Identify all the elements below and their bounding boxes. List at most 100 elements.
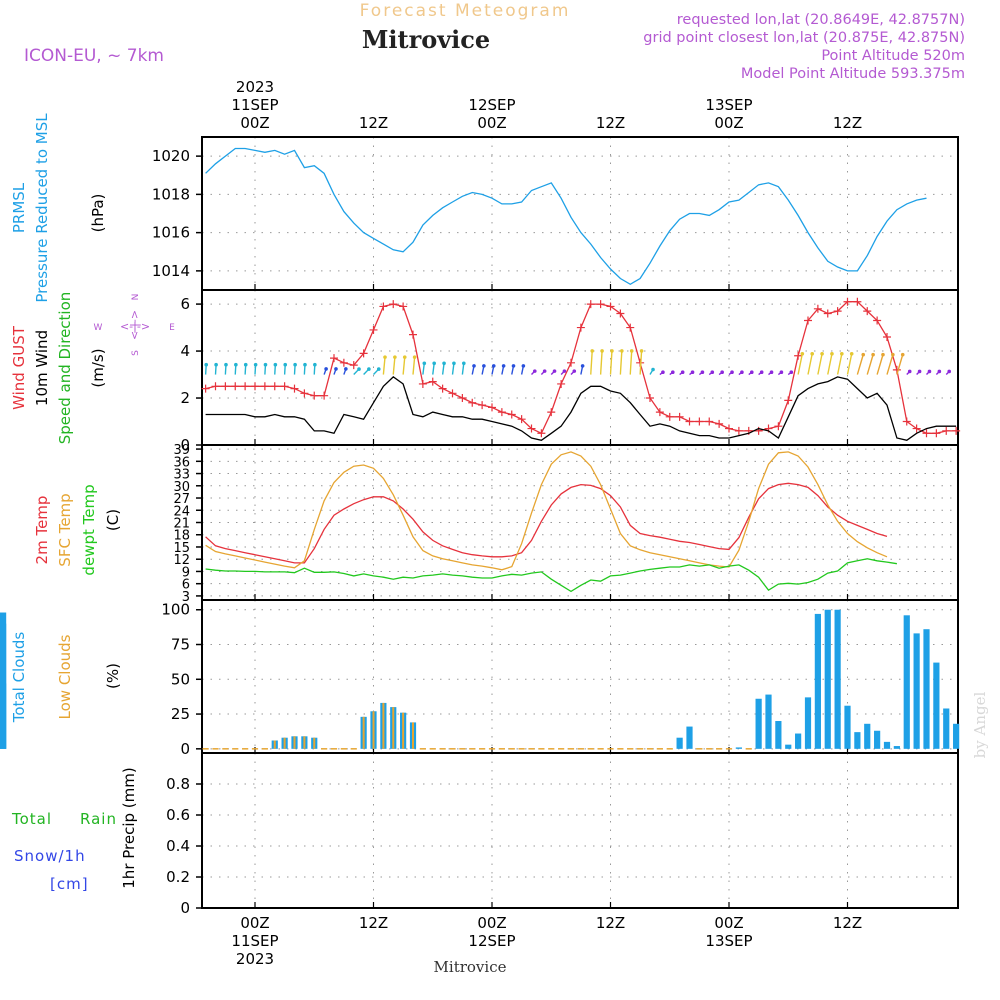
wind-arrow-head [900,352,905,357]
time-label: 12Z [833,914,862,932]
gust-marker [794,351,803,360]
time-label: 00Z [477,114,506,132]
y-tick-label: 21 [173,517,190,532]
gust-marker [428,377,437,386]
wind-direction-arrow [856,354,864,375]
wind-arrow-head [891,352,895,357]
gust-marker [715,419,724,428]
gust-marker [418,379,427,388]
wind-arrow-head [511,364,516,368]
gust-marker [468,398,477,407]
wind-arrow-head [789,370,794,375]
cloud-bar-total [893,746,900,749]
wind-direction-arrow [402,357,406,375]
y-tick-label: 9 [182,565,190,580]
gust-marker [734,426,743,435]
wind-arrow-head [383,355,387,359]
wind-label-gust: Wind GUST [10,325,28,410]
wind-direction-arrow [886,354,894,375]
point-altitude: Point Altitude 520m [821,48,965,64]
wind-arrow-head [542,369,547,373]
wind-arrow-head [680,370,685,375]
gust-marker [251,382,259,391]
wind-direction-arrow [392,357,396,375]
y-tick-label: 75 [171,636,190,654]
gust-marker [270,382,279,391]
wind-arrow-head [871,352,875,357]
gust-marker [409,330,417,339]
cloud-bar-low [412,722,414,749]
gust-marker [912,424,921,433]
gust-marker [231,382,240,391]
series-wind-gust [205,301,957,435]
cloud-bar-low [372,711,375,749]
y-tick-label: 33 [173,468,190,483]
gust-marker [330,354,338,363]
gust-marker [804,316,812,325]
wind-arrow-head [639,349,644,353]
y-tick-label: 6 [180,295,190,313]
gust-marker [547,408,556,417]
series-dewpt-temp [205,558,898,593]
y-tick-label: 15 [173,541,190,556]
panel-frame [201,752,959,909]
cloud-bar-total [953,723,960,749]
cloud-bar-low [382,702,385,749]
gust-marker [606,302,615,311]
gust-marker [784,396,793,405]
wind-arrow-head [462,361,466,366]
wind-arrow-head [861,352,866,357]
cloud-bar-total [686,726,693,749]
wind-arrow-head [367,367,371,371]
gust-marker [685,417,694,426]
requested-coords: requested lon,lat (20.8649E, 42.8757N) [677,12,965,28]
compass-rose: N W E S <-|-> <-|-> [94,294,176,356]
cloud-bar-total [864,723,871,749]
cloud-bar-low [392,707,395,749]
wind-arrow-head [730,370,734,375]
y-tick-label: 0 [180,740,190,758]
gust-marker [932,429,941,438]
cloud-bar-total [834,609,841,749]
wind-arrow-head [313,362,317,367]
y-tick-label: 6 [182,578,190,593]
compass-south: S [131,350,141,356]
temperature-panel: 2m Temp SFC Temp dewpt Temp (C) 36912151… [33,443,959,605]
cloud-bar-low [362,716,365,749]
precip-label-units: 1hr Precip (mm) [120,767,138,888]
wind-arrow-head [600,349,604,353]
gust-marker [507,410,516,419]
wind-arrow-head [907,369,912,374]
wind-arrow-head [491,364,496,368]
wind-arrow-head [810,351,814,356]
compass-arrow: <-|-> [120,320,150,333]
y-tick-label: 30 [173,480,190,495]
gust-marker [537,429,546,438]
wind-arrow-head [759,370,764,375]
time-label: 12Z [596,114,625,132]
wind-arrow-head [572,369,577,373]
cloud-bar-low [402,712,405,749]
wind-direction-arrow [817,353,823,375]
gust-marker [389,300,398,309]
cloud-bar-total [0,683,7,749]
wind-arrow-head [769,370,774,375]
wind-direction-arrow [629,350,633,375]
y-tick-label: 0 [180,899,190,917]
cloud-bar-low [293,736,296,749]
clouds-label-low: Low Clouds [56,634,74,719]
wind-arrow-head [432,361,436,366]
gust-marker [478,401,487,410]
gust-marker [399,302,408,311]
y-tick-label: 4 [180,342,190,360]
wind-arrow-head [580,364,585,368]
cloud-bar-total [903,615,910,749]
wind-arrow-head [830,351,834,356]
time-label: 12SEP [468,932,515,950]
wind-arrow-head [849,351,854,356]
y-tick-label: 1016 [152,224,190,242]
compass-west: W [94,323,103,333]
